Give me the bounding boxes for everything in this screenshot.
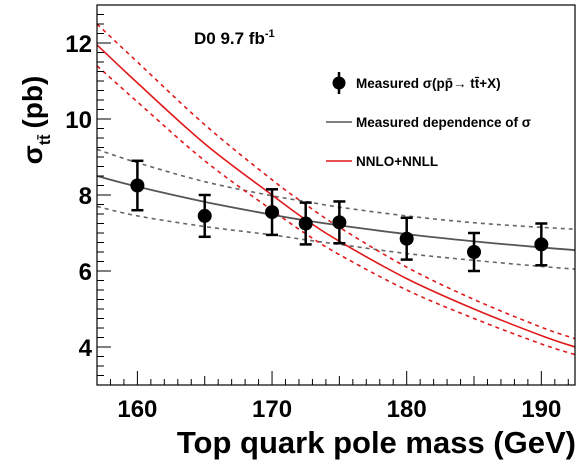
y-axis-title: σtt̄ (pb) xyxy=(17,76,54,165)
legend-measured-marker xyxy=(332,76,346,90)
data-point-3 xyxy=(298,216,313,231)
data-point-1 xyxy=(197,208,212,223)
x-axis-title: Top quark pole mass (GeV) xyxy=(177,425,576,460)
measured-points xyxy=(130,159,549,273)
dependence-central-line xyxy=(97,175,575,251)
y-axis-subscript: tt̄ xyxy=(36,134,54,145)
legend-dependence-label: Measured dependence of σ xyxy=(356,115,531,130)
theory-band-lower xyxy=(97,65,575,356)
dependence-line xyxy=(97,175,575,251)
svg-text:σtt̄(pb): σtt̄ (pb) xyxy=(17,76,54,165)
y-tick-label-6: 6 xyxy=(79,259,92,286)
theory-line xyxy=(97,44,575,348)
x-tick-label-160: 160 xyxy=(117,396,157,423)
x-tick-label-170: 170 xyxy=(252,396,292,423)
y-tick-label-4: 4 xyxy=(79,335,93,362)
data-point-7 xyxy=(534,237,549,252)
data-point-5 xyxy=(399,231,414,246)
legend-measured-label: Measured σ(pp̄→ tt̄+X) xyxy=(356,76,501,91)
data-point-6 xyxy=(467,245,482,259)
y-tick-label-10: 10 xyxy=(65,107,92,134)
theory-curves xyxy=(97,23,575,356)
x-tick-label-190: 190 xyxy=(521,396,561,423)
y-axis-sigma: σ xyxy=(17,145,48,164)
data-point-4 xyxy=(332,215,347,230)
y-axis-unit: (pb) xyxy=(17,76,48,129)
data-point-2 xyxy=(265,205,280,220)
y-tick-label-12: 12 xyxy=(65,31,92,58)
dependence-band-upper xyxy=(97,148,575,230)
legend: Measured σ(pp̄→ tt̄+X) Measured dependen… xyxy=(326,72,531,169)
data-point-0 xyxy=(130,178,145,193)
y-tick-label-8: 8 xyxy=(79,183,92,210)
legend-theory-label: NNLO+NNLL xyxy=(356,154,438,169)
axis-ticks: 160 170 180 190 4 6 8 10 12 xyxy=(65,4,569,423)
dependence-band xyxy=(97,148,575,270)
luminosity-annotation: D0 9.7 fb-1 xyxy=(194,28,275,48)
x-tick-label-180: 180 xyxy=(387,396,427,423)
